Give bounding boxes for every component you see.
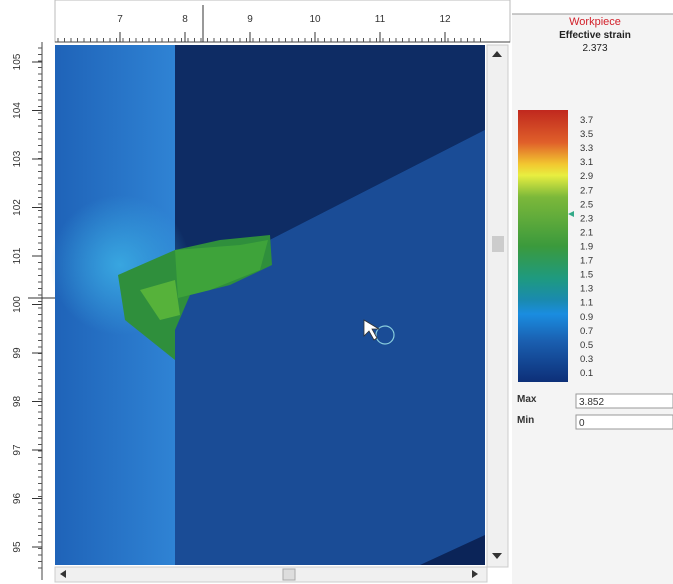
variable-name: Effective strain	[559, 30, 631, 41]
legend-label: 0.5	[580, 340, 593, 351]
legend-label: 0.3	[580, 354, 593, 365]
legend-label: 2.3	[580, 213, 593, 224]
ruler-label: 97	[12, 444, 23, 456]
panel-title: Workpiece	[569, 16, 621, 28]
screen: 7 8 9 10 11 12 105 104 103 102 101 100 99 98 97 96 95 Wo…	[0, 0, 673, 584]
legend-label: 3.3	[580, 143, 593, 154]
min-label: Min	[517, 415, 534, 426]
scrollbar-vertical[interactable]	[487, 45, 508, 567]
ruler-label: 102	[12, 199, 23, 216]
ruler-label: 8	[182, 14, 188, 25]
legend-label: 1.1	[580, 298, 593, 309]
legend-label: 0.7	[580, 326, 593, 337]
scroll-thumb[interactable]	[283, 569, 295, 580]
legend-label: 2.5	[580, 199, 593, 210]
min-value: 0	[579, 418, 585, 429]
variable-value: 2.373	[582, 43, 607, 54]
legend-label: 0.9	[580, 312, 593, 323]
ruler-label: 11	[375, 14, 386, 25]
max-value: 3.852	[579, 397, 604, 408]
ruler-label: 98	[12, 396, 23, 408]
ruler-label: 95	[12, 541, 23, 553]
ruler-label: 101	[12, 247, 23, 264]
legend-label: 1.5	[580, 270, 593, 281]
legend-label: 2.9	[580, 171, 593, 182]
ruler-label: 9	[247, 14, 253, 25]
ruler-label: 12	[439, 14, 451, 25]
ruler-label: 100	[12, 296, 23, 313]
legend-label: 1.7	[580, 256, 593, 267]
legend-label: 2.1	[580, 227, 593, 238]
ruler-label: 104	[12, 102, 23, 119]
legend-label: 3.7	[580, 115, 593, 126]
legend-label: 2.7	[580, 185, 593, 196]
scrollbar-horizontal[interactable]	[55, 567, 487, 582]
legend-label: 1.9	[580, 242, 593, 253]
ruler-label: 105	[12, 53, 23, 70]
min-field[interactable]	[576, 415, 673, 429]
max-label: Max	[517, 394, 537, 405]
ruler-label: 10	[309, 14, 321, 25]
legend-label: 3.1	[580, 157, 593, 168]
legend-label: 3.5	[580, 129, 593, 140]
color-bar	[518, 110, 568, 382]
viewport	[50, 45, 485, 565]
legend-label: 0.1	[580, 368, 593, 379]
legend-label: 1.3	[580, 284, 593, 295]
ruler-label: 99	[12, 347, 23, 359]
ruler-label: 7	[117, 14, 123, 25]
ruler-label: 103	[12, 150, 23, 167]
ruler-label: 96	[12, 493, 23, 505]
scroll-thumb[interactable]	[492, 236, 504, 252]
